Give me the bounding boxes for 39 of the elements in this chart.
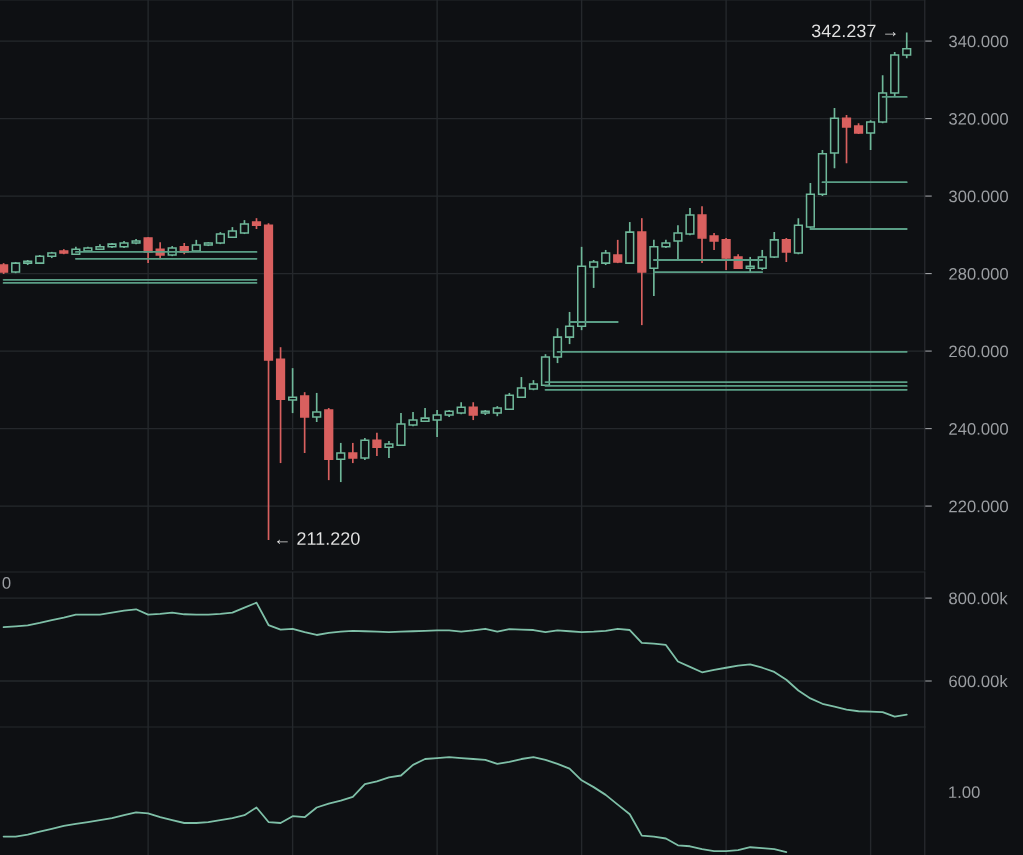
candlestick [300, 391, 310, 454]
candlestick [396, 412, 406, 447]
candlestick [360, 437, 370, 461]
annotation: ← 211.220 [277, 532, 360, 545]
candlestick [552, 327, 563, 364]
candlestick [564, 311, 575, 345]
candlestick [841, 114, 852, 164]
line-series [2, 601, 908, 718]
candlestick [865, 119, 876, 151]
candlestick [312, 392, 322, 423]
candlestick [372, 432, 382, 457]
candlestick [589, 259, 599, 289]
y-tick-label: 280.000 [949, 267, 1008, 280]
candlestick [673, 224, 683, 261]
y-tick-label: 600.00k [949, 674, 1008, 688]
y-tick-label: 260.000 [949, 345, 1008, 358]
annotation: 0 [2, 577, 11, 589]
candlestick [336, 442, 346, 483]
annotation: 342.237 → [811, 24, 896, 38]
y-tick-label: 800.00k [949, 592, 1008, 605]
y-tick-label: 320.000 [949, 112, 1008, 125]
candlestick [697, 205, 707, 264]
candlestick [902, 31, 912, 59]
candlestick [781, 237, 791, 263]
y-tick-label: 220.000 [949, 500, 1008, 513]
candlestick [757, 249, 767, 271]
text: 1.00 [949, 786, 980, 799]
candlestick [432, 409, 442, 438]
candlestick [685, 207, 695, 237]
candlestick [287, 367, 298, 414]
y-tick-label: 240.000 [949, 422, 1008, 435]
candlestick [721, 237, 731, 271]
candlestick [143, 236, 153, 264]
y-tick-label: 300.000 [949, 190, 1008, 203]
candlestick [516, 376, 527, 399]
y-tick-label: 340.000 [949, 35, 1008, 48]
candlestick [769, 231, 779, 259]
candlestick [649, 239, 659, 297]
candlestick [348, 442, 358, 464]
